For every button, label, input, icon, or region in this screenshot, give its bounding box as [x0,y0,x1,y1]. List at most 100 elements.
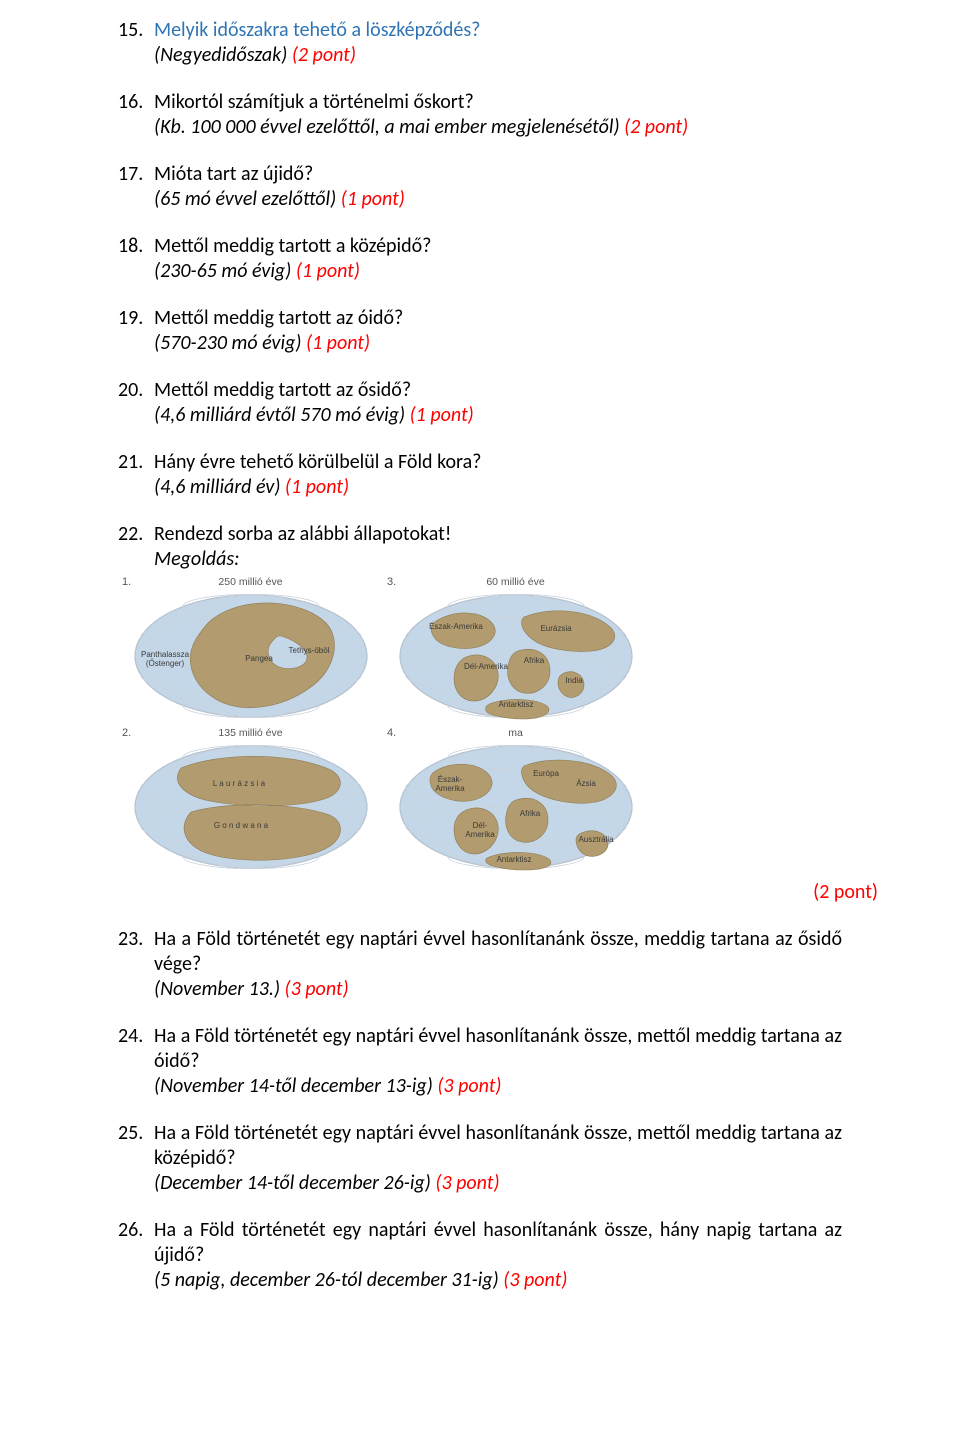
svg-text:Antarktisz: Antarktisz [496,855,531,864]
points-label: (2 pont) [154,880,878,905]
question-text: Mikortól számítjuk a történelmi őskort? [154,90,474,114]
question-item: Rendezd sorba az alábbi állapotokat!Mego… [118,522,842,905]
panel-caption: 60 millió éve [486,576,544,589]
answer-text: (5 napig, december 26-tól december 31-ig… [154,1268,499,1292]
answer-line: (December 14-től december 26-ig) (3 pont… [154,1171,842,1196]
panel-caption: ma [508,727,523,740]
svg-text:Amerika: Amerika [435,784,465,793]
answer-line: (November 13.) (3 pont) [154,977,842,1002]
answer-line: (4,6 milliárd év) (1 pont) [154,475,842,500]
question-text: Rendezd sorba az alábbi állapotokat! [154,522,451,546]
answer-text: (65 mó évvel ezelőttől) [154,187,336,211]
globe-icon: Észak-AmerikaEurópaÁzsiaDél-AmerikaAfrik… [396,742,636,872]
answer-text: (Negyedidőszak) [154,43,287,67]
svg-text:Észak-Amerika: Észak-Amerika [429,622,483,631]
svg-text:India: India [565,676,583,685]
page-body: Melyik időszakra tehető a löszképződés? … [0,0,960,1375]
megoldas-label: Megoldás: [154,547,842,572]
svg-text:Ausztrália: Ausztrália [578,835,614,844]
answer-text: (4,6 milliárd évtől 570 mó évig) [154,403,405,427]
globe-panel: 4. ma Észak-AmerikaEurópaÁzsiaDél-Amerik… [383,727,648,872]
question-text: Ha a Föld történetét egy naptári évvel h… [154,1218,842,1267]
svg-text:Afrika: Afrika [523,656,544,665]
panel-number: 2. [122,727,131,741]
answer-text: (230-65 mó évig) [154,259,291,283]
svg-text:(Őstenger): (Őstenger) [145,659,184,668]
svg-text:Dél-Amerika: Dél-Amerika [463,662,508,671]
question-text: Mettől meddig tartott az óidő? [154,306,403,330]
svg-text:Afrika: Afrika [519,809,540,818]
question-text: Mióta tart az újidő? [154,162,313,186]
question-text: Ha a Föld történetét egy naptári évvel h… [154,1024,842,1073]
answer-line: (230-65 mó évig) (1 pont) [154,259,842,284]
panel-number: 4. [387,727,396,741]
svg-text:G o n d w a n a: G o n d w a n a [213,821,268,830]
panel-caption: 135 millió éve [218,727,282,740]
answer-line: (65 mó évvel ezelőttől) (1 pont) [154,187,842,212]
globe-icon: L a u r á z s i a G o n d w a n a [131,742,371,872]
points-label: (1 pont) [410,403,474,427]
svg-text:Ázsia: Ázsia [576,779,596,788]
answer-text: (November 13.) [154,977,280,1001]
question-text: Mettől meddig tartott az ősidő? [154,378,411,402]
svg-text:Európa: Európa [533,769,559,778]
points-label: (3 pont) [437,1074,501,1098]
answer-text: (December 14-től december 26-ig) [154,1171,431,1195]
points-label: (1 pont) [296,259,360,283]
globe-panel: 2. 135 millió éve L a u r á z s i a G o n… [118,727,383,872]
svg-text:Antarktisz: Antarktisz [498,700,533,709]
svg-text:Pangea: Pangea [245,654,273,663]
answer-text: (570-230 mó évig) [154,331,301,355]
svg-text:Eurázsia: Eurázsia [540,624,572,633]
answer-line: (Kb. 100 000 évvel ezelőttől, a mai embe… [154,115,842,140]
question-text: Hány évre tehető körülbelül a Föld kora? [154,450,481,474]
answer-line: (570-230 mó évig) (1 pont) [154,331,842,356]
answer-text: (4,6 milliárd év) [154,475,280,499]
question-text: Mettől meddig tartott a középidő? [154,234,431,258]
answer-text: (Kb. 100 000 évvel ezelőttől, a mai embe… [154,115,620,139]
question-item: Mettől meddig tartott az ősidő? (4,6 mil… [118,378,842,428]
points-label: (3 pont) [435,1171,499,1195]
panel-caption: 250 millió éve [218,576,282,589]
answer-text: (November 14-től december 13-ig) [154,1074,433,1098]
panel-number: 1. [122,576,131,590]
svg-text:Dél-: Dél- [472,821,487,830]
question-text: Melyik időszakra tehető a löszképződés? [154,18,480,42]
globe-icon: Észak-Amerika Eurázsia Dél-Amerika Afrika In… [396,591,636,721]
question-list: Melyik időszakra tehető a löszképződés? … [118,18,842,1293]
question-item: Mettől meddig tartott a középidő? (230-6… [118,234,842,284]
svg-text:Tethys-öböl: Tethys-öböl [288,646,329,655]
panel-number: 3. [387,576,396,590]
svg-text:L a u r á z s i a: L a u r á z s i a [212,779,265,788]
svg-text:Észak-: Észak- [437,775,462,784]
svg-text:Panthalassza: Panthalassza [140,650,189,659]
points-label: (1 pont) [285,475,349,499]
figure-row: 2. 135 millió éve L a u r á z s i a G o n… [118,727,668,872]
points-label: (2 pont) [624,115,688,139]
points-label: (2 pont) [292,43,356,67]
answer-line: (5 napig, december 26-tól december 31-ig… [154,1268,842,1293]
globes-figure: 1. 250 millió éve Panthalassza(Őstenger)… [118,576,668,872]
points-label: (3 pont) [285,977,349,1001]
points-label: (1 pont) [341,187,405,211]
question-item: Ha a Föld történetét egy naptári évvel h… [118,1218,842,1293]
svg-text:Amerika: Amerika [465,830,495,839]
globe-icon: Panthalassza(Őstenger) Pangea Tethys-öböl [131,591,371,721]
question-text: Ha a Föld történetét egy naptári évvel h… [154,927,842,976]
figure-row: 1. 250 millió éve Panthalassza(Őstenger)… [118,576,668,721]
question-item: Mettől meddig tartott az óidő? (570-230 … [118,306,842,356]
points-label: (1 pont) [306,331,370,355]
question-item: Ha a Föld történetét egy naptári évvel h… [118,927,842,1002]
question-item: Mióta tart az újidő? (65 mó évvel ezelőt… [118,162,842,212]
question-item: Ha a Föld történetét egy naptári évvel h… [118,1024,842,1099]
question-item: Mikortól számítjuk a történelmi őskort? … [118,90,842,140]
answer-line: (4,6 milliárd évtől 570 mó évig) (1 pont… [154,403,842,428]
question-item: Hány évre tehető körülbelül a Föld kora?… [118,450,842,500]
globe-panel: 3. 60 millió éve Észak-Amerika Eurázsia Dé… [383,576,648,721]
question-text: Ha a Föld történetét egy naptári évvel h… [154,1121,842,1170]
points-label: (3 pont) [503,1268,567,1292]
answer-line: (Negyedidőszak) (2 pont) [154,43,842,68]
globe-panel: 1. 250 millió éve Panthalassza(Őstenger)… [118,576,383,721]
question-item: Ha a Föld történetét egy naptári évvel h… [118,1121,842,1196]
question-item: Melyik időszakra tehető a löszképződés? … [118,18,842,68]
